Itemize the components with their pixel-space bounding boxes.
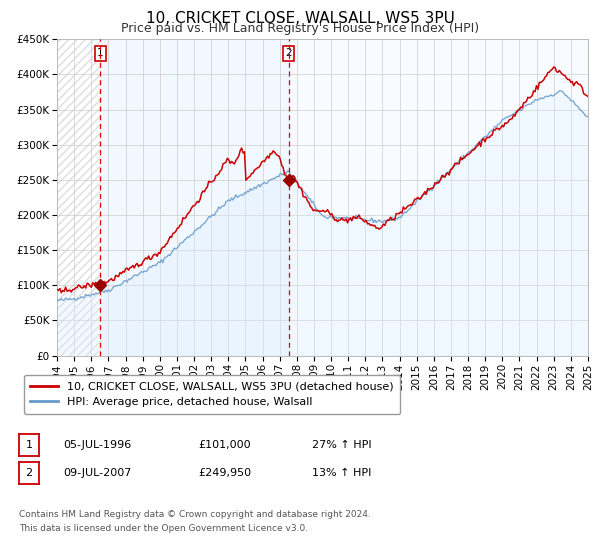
- Text: 1: 1: [97, 48, 103, 58]
- Text: 09-JUL-2007: 09-JUL-2007: [63, 468, 131, 478]
- Text: 1: 1: [26, 440, 32, 450]
- Text: 13% ↑ HPI: 13% ↑ HPI: [312, 468, 371, 478]
- Text: 2: 2: [26, 468, 32, 478]
- Legend: 10, CRICKET CLOSE, WALSALL, WS5 3PU (detached house), HPI: Average price, detach: 10, CRICKET CLOSE, WALSALL, WS5 3PU (det…: [23, 375, 400, 414]
- Text: 27% ↑ HPI: 27% ↑ HPI: [312, 440, 371, 450]
- Text: Contains HM Land Registry data © Crown copyright and database right 2024.: Contains HM Land Registry data © Crown c…: [19, 510, 371, 519]
- Text: 10, CRICKET CLOSE, WALSALL, WS5 3PU: 10, CRICKET CLOSE, WALSALL, WS5 3PU: [146, 11, 454, 26]
- Text: £249,950: £249,950: [198, 468, 251, 478]
- Text: 2: 2: [285, 48, 292, 58]
- Text: Price paid vs. HM Land Registry's House Price Index (HPI): Price paid vs. HM Land Registry's House …: [121, 22, 479, 35]
- Text: This data is licensed under the Open Government Licence v3.0.: This data is licensed under the Open Gov…: [19, 524, 308, 533]
- Text: 05-JUL-1996: 05-JUL-1996: [63, 440, 131, 450]
- Text: £101,000: £101,000: [198, 440, 251, 450]
